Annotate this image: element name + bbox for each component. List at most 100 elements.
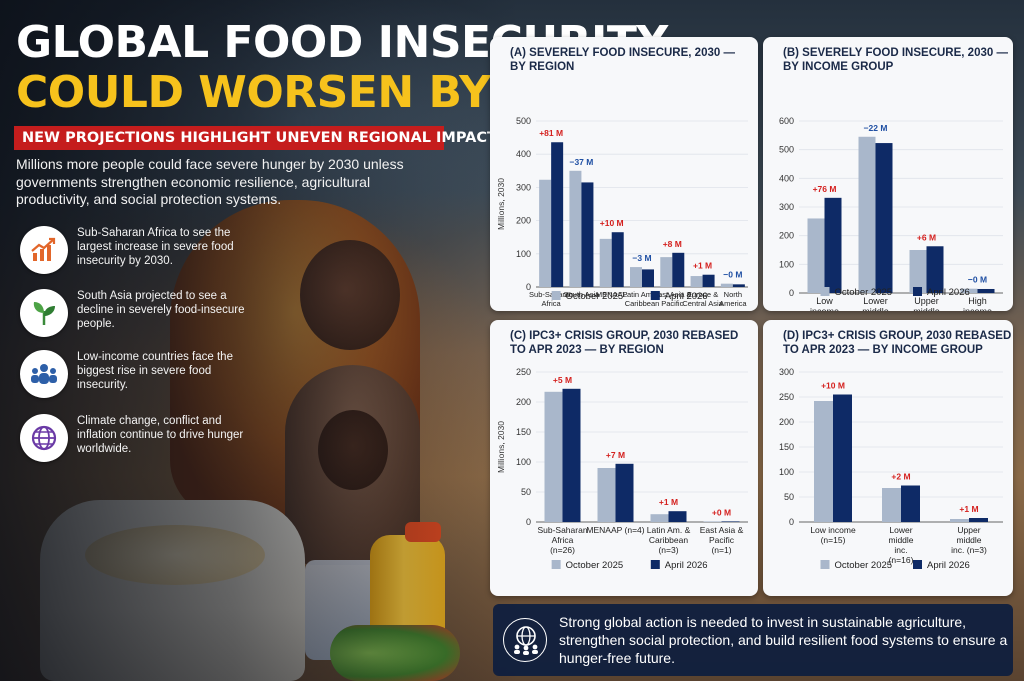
y-tick-label: 300 [516,182,531,192]
chart-title-a: (A) SEVERELY FOOD INSECURE, 2030 — BY RE… [510,47,735,73]
legend-swatch-april [650,560,660,569]
globe-icon [20,414,68,462]
bar-october-2025 [720,283,733,287]
bar-october-2025 [960,288,978,293]
y-tick-label: 0 [526,517,531,527]
bar-october-2025 [909,250,927,293]
legend-label-october: October 2025 [835,287,893,298]
y-tick-label: 600 [779,116,794,126]
bar-april-2026 [581,182,594,287]
bar-october-2025 [544,391,563,522]
y-tick-label: 400 [779,173,794,183]
delta-label: +5 M [553,375,572,385]
people-icon [20,350,68,398]
bar-april-2026 [901,485,920,522]
bar-april-2026 [875,143,893,293]
legend-label-april: April 2026 [665,560,708,571]
y-tick-label: 200 [516,216,531,226]
legend-label-october: October 2025 [835,560,893,571]
bar-october-2025 [807,218,825,293]
delta-label: −22 M [864,123,888,133]
y-tick-label: 150 [779,442,794,452]
bar-october-2025 [650,514,669,522]
bullet-text: South Asia projected to see a decline in… [77,290,245,330]
bar-april-2026 [977,288,995,293]
y-tick-label: 150 [516,427,531,437]
bar-october-2025 [690,276,703,287]
legend-label-april: April 2026 [927,287,970,298]
delta-label: +1 M [659,497,678,507]
bullet-sub-saharan: Sub-Saharan Africa to see the largest in… [20,226,240,278]
text-backdrop [0,0,520,681]
bullet-text: Low-income countries face the biggest ri… [77,351,233,391]
people-globe-icon [503,618,547,662]
y-tick-label: 250 [779,392,794,402]
delta-label: +0 M [712,507,731,517]
bar-april-2026 [611,232,624,287]
legend-label-october: October 2025 [566,291,624,302]
y-tick-label: 0 [526,282,531,292]
bar-april-2026 [969,518,988,522]
chart-card-b: (B) SEVERELY FOOD INSECURE, 2030 — BY IN… [763,37,1013,311]
bar-april-2026 [732,284,745,287]
delta-label: +76 M [813,184,837,194]
y-tick-label: 200 [779,231,794,241]
y-tick-label: 400 [516,149,531,159]
category-label: Sub-Saharan Africa (n=26) [537,525,587,555]
bullet-text: Sub-Saharan Africa to see the largest in… [77,227,234,267]
category-label: MENAAP [596,290,628,299]
call-to-action-box: Strong global action is needed to invest… [493,604,1013,676]
plant-icon [20,289,68,337]
legend-swatch-april [913,287,922,296]
y-tick-label: 300 [779,367,794,377]
legend-swatch-october [551,291,561,300]
chart-card-d: (D) IPC3+ CRISIS GROUP, 2030 REBASED TO … [763,320,1013,596]
delta-label: +1 M [693,261,712,271]
legend-label-april: April 2026 [665,291,708,302]
bar-april-2026 [672,252,685,287]
bar-october-2025 [882,488,901,522]
bar-october-2025 [630,267,642,287]
chart-card-c: (C) IPC3+ CRISIS GROUP, 2030 REBASED TO … [490,320,758,596]
delta-label: −0 M [723,270,742,280]
category-label: Lower middle inc. (n=16) [888,525,913,565]
bar-april-2026 [833,394,852,522]
category-label: Low income (n=15) [810,525,856,545]
y-tick-label: 100 [779,259,794,269]
bar-april-2026 [926,246,944,293]
delta-label: −3 M [632,253,651,263]
category-label: MENAAP (n=4) [586,525,644,535]
delta-label: +10 M [600,218,624,228]
category-label: Highincome [963,296,992,311]
bar-april-2026 [642,269,654,287]
chart-a: 0 100 200 300 400 500 Millions, 2030 +81 M Sub-S… [496,116,748,308]
legend-swatch-april [913,560,922,569]
bar-october-2025 [569,170,582,287]
subtitle-banner: NEW PROJECTIONS HIGHLIGHT UNEVEN REGIONA… [14,126,497,150]
category-label: Latin Am. & Caribbean [623,290,661,308]
y-tick-label: 0 [789,517,794,527]
chart-d: 0 50 100 150 200 250 300 +10 M Low income (n=15) +… [779,367,1003,571]
y-tick-label: 100 [516,457,531,467]
y-tick-label: 500 [516,116,531,126]
delta-label: +7 M [606,450,625,460]
bar-april-2026 [702,274,715,287]
category-label: Upper middle inc. (n=3) [951,525,987,555]
callout-text: Strong global action is needed to invest… [559,614,1008,666]
delta-label: +10 M [821,381,845,391]
delta-label: −37 M [569,157,593,167]
y-tick-label: 50 [784,492,794,502]
bullet-text: Climate change, conflict and inflation c… [77,415,244,455]
category-label: Europe & Central Asia [682,290,723,308]
bar-october-2025 [539,179,552,287]
delta-label: +8 M [663,239,682,249]
bar-october-2025 [660,257,673,287]
y-axis-label: Millions, 2030 [496,421,506,473]
bullet-south-asia: South Asia projected to see a decline in… [20,289,244,341]
bar-october-2025 [858,136,876,293]
category-label: East Asia & Pacific [653,290,691,308]
legend-swatch-october [820,287,830,296]
